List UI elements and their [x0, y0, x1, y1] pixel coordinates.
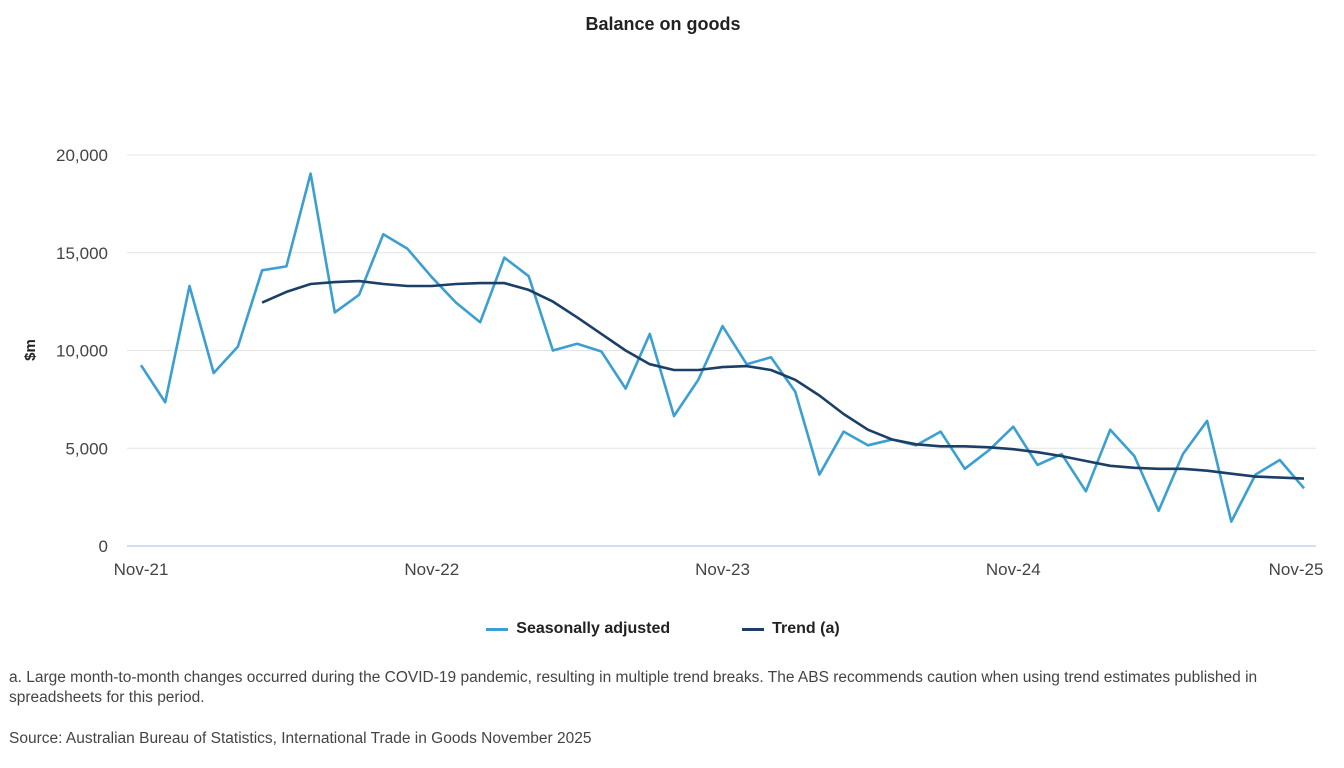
- chart-title: Balance on goods: [585, 14, 741, 34]
- footnote: a. Large month-to-month changes occurred…: [9, 669, 1258, 706]
- legend-swatch: [742, 627, 765, 631]
- legend: Seasonally adjusted Trend (a): [0, 620, 1326, 638]
- y-tick-label: 5,000: [65, 439, 108, 458]
- y-tick-label: 0: [99, 537, 108, 556]
- legend-label: Trend (a): [772, 620, 840, 637]
- legend-label: Seasonally adjusted: [516, 620, 671, 637]
- legend-swatch: [486, 627, 509, 631]
- x-tick-label: Nov-24: [986, 560, 1041, 579]
- legend-item-trend[interactable]: Trend (a): [742, 620, 840, 638]
- y-tick-label: 15,000: [56, 244, 108, 263]
- x-tick-label: Nov-22: [404, 560, 459, 579]
- legend-item-seasonally-adjusted[interactable]: Seasonally adjusted: [486, 620, 670, 638]
- x-tick-label: Nov-25: [1269, 560, 1324, 579]
- y-tick-label: 10,000: [56, 342, 108, 361]
- y-axis-label: $m: [22, 339, 39, 361]
- x-tick-label: Nov-23: [695, 560, 750, 579]
- series-seasonally-adjusted-line: [139, 172, 1305, 523]
- line-chart: 0 5,000 10,000 15,000 20,000 Nov-21 Nov-22 Nov-…: [22, 146, 1324, 579]
- y-tick-label: 20,000: [56, 146, 108, 165]
- x-tick-label: Nov-21: [114, 560, 169, 579]
- source-note: Source: Australian Bureau of Statistics,…: [9, 730, 592, 747]
- series-trend-line: [261, 279, 1305, 480]
